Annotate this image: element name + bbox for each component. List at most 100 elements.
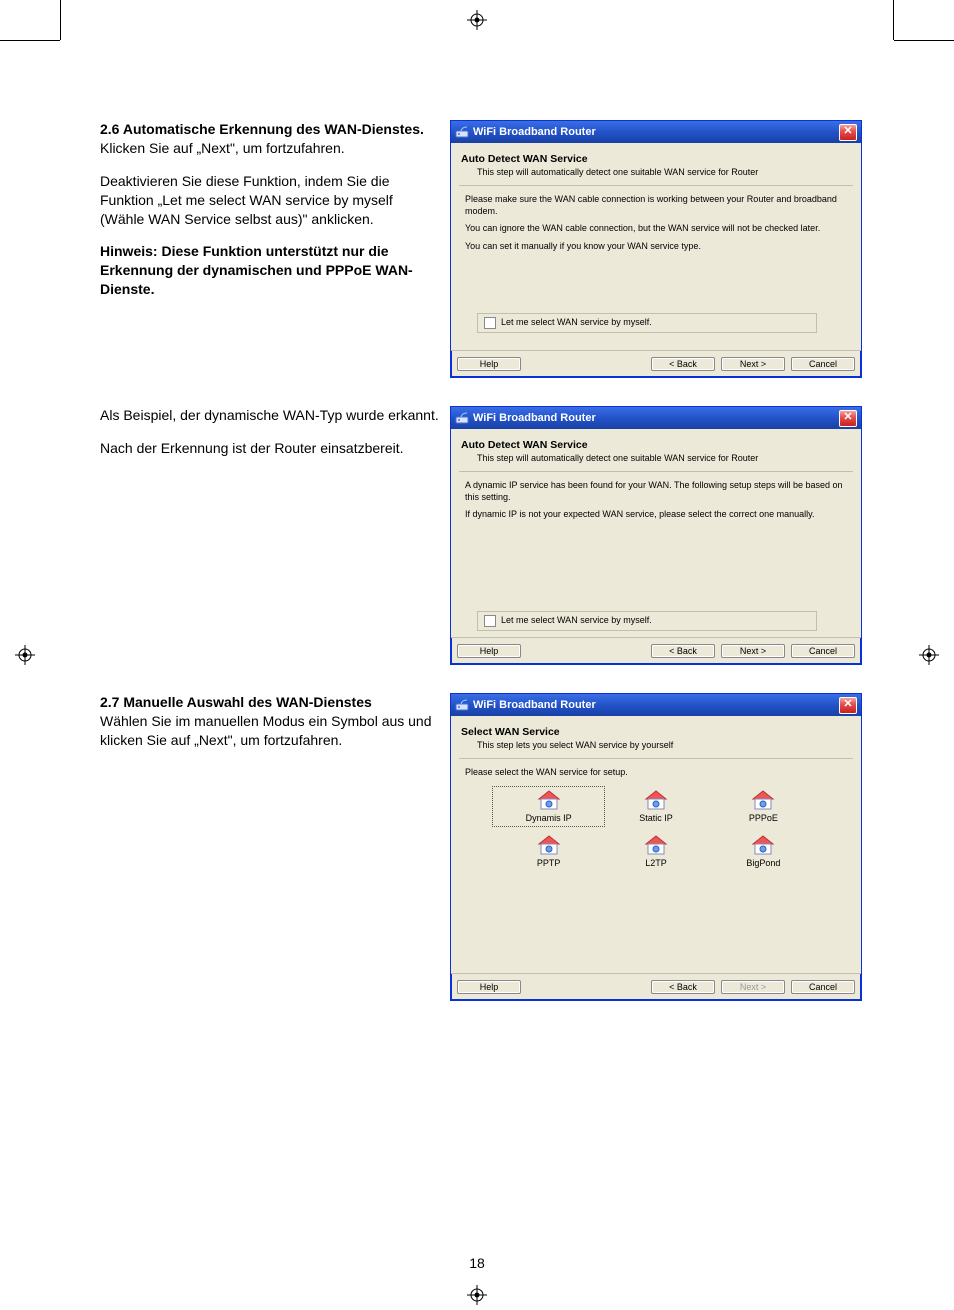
- service-label: PPTP: [537, 858, 561, 870]
- section-1-title: 2.6 Automatische Erkennung des WAN-Diens…: [100, 121, 424, 137]
- wizard-subheading: This step will automatically detect one …: [477, 453, 851, 463]
- screenshot-1: WiFi Broadband Router ✕ Auto Detect WAN …: [450, 120, 860, 378]
- wizard-text-3: You can set it manually if you know your…: [465, 241, 847, 253]
- section-1-p1: Klicken Sie auf „Next", um fortzufahren.: [100, 140, 345, 156]
- screenshot-3: WiFi Broadband Router ✕ Select WAN Servi…: [450, 693, 860, 1001]
- help-button[interactable]: Help: [457, 980, 521, 994]
- wizard-subheading: This step will automatically detect one …: [477, 167, 851, 177]
- service-label: PPPoE: [749, 813, 778, 825]
- crop-mark: [0, 40, 60, 41]
- cancel-button[interactable]: Cancel: [791, 644, 855, 658]
- wizard-content: A dynamic IP service has been found for …: [459, 471, 853, 637]
- crop-mark: [60, 0, 61, 40]
- wizard-text-1: Please make sure the WAN cable connectio…: [465, 194, 847, 217]
- service-grid: Dynamis IP Static IP: [495, 789, 817, 870]
- registration-mark-icon: [919, 645, 939, 665]
- section-3-title: 2.7 Manuelle Auswahl des WAN-Dienstes: [100, 694, 372, 710]
- house-network-icon: [750, 789, 776, 811]
- house-network-icon: [536, 789, 562, 811]
- window-1: WiFi Broadband Router ✕ Auto Detect WAN …: [450, 120, 862, 378]
- app-icon: [455, 125, 469, 139]
- service-option-l2tp[interactable]: L2TP: [602, 834, 709, 870]
- section-1-note: Hinweis: Diese Funktion unterstützt nur …: [100, 242, 440, 299]
- cancel-button[interactable]: Cancel: [791, 980, 855, 994]
- manual-select-checkbox-row[interactable]: Let me select WAN service by myself.: [477, 611, 817, 631]
- page: 2.6 Automatische Erkennung des WAN-Diens…: [0, 0, 954, 1310]
- wizard-text-2: You can ignore the WAN cable connection,…: [465, 223, 847, 235]
- section-3-p1: Wählen Sie im manuellen Modus ein Symbol…: [100, 713, 432, 748]
- wizard-heading: Select WAN Service: [461, 726, 851, 738]
- app-icon: [455, 411, 469, 425]
- service-option-pppoe[interactable]: PPPoE: [710, 789, 817, 825]
- checkbox-icon[interactable]: [484, 317, 496, 329]
- house-network-icon: [536, 834, 562, 856]
- help-button[interactable]: Help: [457, 644, 521, 658]
- service-option-pptp[interactable]: PPTP: [495, 834, 602, 870]
- service-option-dynamic-ip[interactable]: Dynamis IP: [495, 789, 602, 825]
- window-body: Auto Detect WAN Service This step will a…: [451, 429, 861, 637]
- row-2: Als Beispiel, der dynamische WAN-Typ wur…: [100, 406, 860, 665]
- close-button[interactable]: ✕: [839, 697, 857, 714]
- window-footer: Help < Back Next > Cancel: [451, 973, 861, 1000]
- window-body: Select WAN Service This step lets you se…: [451, 716, 861, 973]
- wizard-subheading: This step lets you select WAN service by…: [477, 740, 851, 750]
- service-label: L2TP: [645, 858, 667, 870]
- window-footer: Help < Back Next > Cancel: [451, 637, 861, 664]
- service-label: Dynamis IP: [526, 813, 572, 825]
- registration-mark-icon: [467, 1285, 487, 1305]
- wizard-content: Please select the WAN service for setup.…: [459, 758, 853, 973]
- window-title-text: WiFi Broadband Router: [473, 412, 596, 424]
- window-2: WiFi Broadband Router ✕ Auto Detect WAN …: [450, 406, 862, 665]
- back-button[interactable]: < Back: [651, 980, 715, 994]
- checkbox-icon[interactable]: [484, 615, 496, 627]
- app-icon: [455, 698, 469, 712]
- house-network-icon: [750, 834, 776, 856]
- close-button[interactable]: ✕: [839, 410, 857, 427]
- page-number: 18: [0, 1255, 954, 1271]
- wizard-text-2: If dynamic IP is not your expected WAN s…: [465, 509, 847, 521]
- text-column-2: Als Beispiel, der dynamische WAN-Typ wur…: [100, 406, 450, 472]
- window-title-text: WiFi Broadband Router: [473, 699, 596, 711]
- wizard-heading: Auto Detect WAN Service: [461, 153, 851, 165]
- service-label: BigPond: [746, 858, 780, 870]
- help-button[interactable]: Help: [457, 357, 521, 371]
- manual-select-checkbox-row[interactable]: Let me select WAN service by myself.: [477, 313, 817, 333]
- wizard-heading: Auto Detect WAN Service: [461, 439, 851, 451]
- house-network-icon: [643, 789, 669, 811]
- section-2-p1: Als Beispiel, der dynamische WAN-Typ wur…: [100, 406, 440, 425]
- next-button[interactable]: Next >: [721, 980, 785, 994]
- text-column-1: 2.6 Automatische Erkennung des WAN-Diens…: [100, 120, 450, 313]
- wizard-text-1: A dynamic IP service has been found for …: [465, 480, 847, 503]
- window-title-bar: WiFi Broadband Router ✕: [451, 694, 861, 716]
- back-button[interactable]: < Back: [651, 357, 715, 371]
- checkbox-label: Let me select WAN service by myself.: [501, 317, 652, 329]
- row-1: 2.6 Automatische Erkennung des WAN-Diens…: [100, 120, 860, 378]
- window-title-bar: WiFi Broadband Router ✕: [451, 121, 861, 143]
- crop-mark: [893, 0, 894, 40]
- registration-mark-icon: [467, 10, 487, 30]
- content-area: 2.6 Automatische Erkennung des WAN-Diens…: [100, 120, 860, 1029]
- crop-mark: [894, 40, 954, 41]
- service-label: Static IP: [639, 813, 673, 825]
- row-3: 2.7 Manuelle Auswahl des WAN-Dienstes Wä…: [100, 693, 860, 1001]
- window-footer: Help < Back Next > Cancel: [451, 350, 861, 377]
- section-1-p2: Deaktivieren Sie diese Funktion, indem S…: [100, 172, 440, 229]
- next-button[interactable]: Next >: [721, 644, 785, 658]
- service-option-bigpond[interactable]: BigPond: [710, 834, 817, 870]
- checkbox-label: Let me select WAN service by myself.: [501, 615, 652, 627]
- window-body: Auto Detect WAN Service This step will a…: [451, 143, 861, 350]
- wizard-text-1: Please select the WAN service for setup.: [465, 767, 847, 779]
- next-button[interactable]: Next >: [721, 357, 785, 371]
- window-title-bar: WiFi Broadband Router ✕: [451, 407, 861, 429]
- wizard-content: Please make sure the WAN cable connectio…: [459, 185, 853, 350]
- back-button[interactable]: < Back: [651, 644, 715, 658]
- section-2-p2: Nach der Erkennung ist der Router einsat…: [100, 439, 440, 458]
- window-3: WiFi Broadband Router ✕ Select WAN Servi…: [450, 693, 862, 1001]
- registration-mark-icon: [15, 645, 35, 665]
- close-button[interactable]: ✕: [839, 124, 857, 141]
- cancel-button[interactable]: Cancel: [791, 357, 855, 371]
- window-title-text: WiFi Broadband Router: [473, 126, 596, 138]
- screenshot-2: WiFi Broadband Router ✕ Auto Detect WAN …: [450, 406, 860, 665]
- house-network-icon: [643, 834, 669, 856]
- service-option-static-ip[interactable]: Static IP: [602, 789, 709, 825]
